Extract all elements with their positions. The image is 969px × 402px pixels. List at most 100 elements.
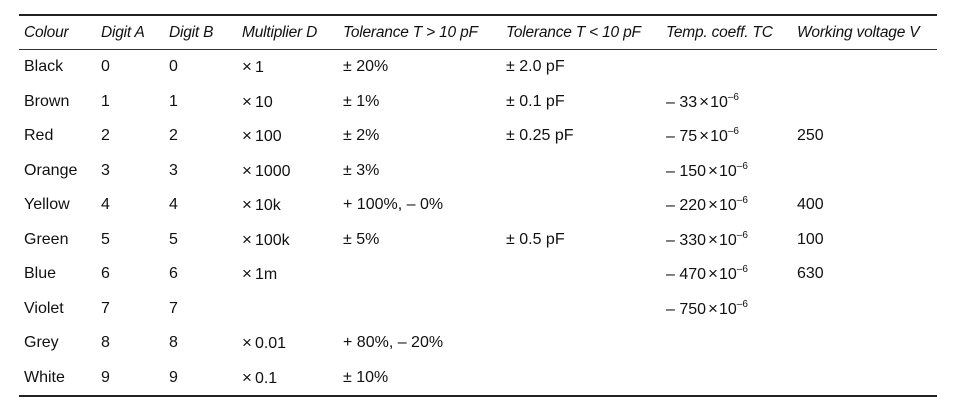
tc-coefficient: – 220 (666, 197, 707, 215)
cell-temp-coefficient (661, 50, 792, 85)
cell-tolerance-above-10pf: + 100%, – 0% (343, 196, 444, 214)
cell-digit-a: 5 (101, 230, 110, 248)
cell-temp-coefficient: – 220 ×10–6 (661, 188, 792, 223)
cell-digit-a: 3 (101, 161, 110, 179)
multiplier-value: 0.01 (254, 335, 287, 353)
cell-digit-b: 1 (169, 92, 178, 110)
times-sign: × (242, 333, 252, 353)
times-sign: × (242, 57, 252, 77)
cell-temp-coefficient: – 750 ×10–6 (661, 292, 792, 327)
cell-tolerance-above-10pf: ± 20% (343, 58, 389, 76)
tc-coefficient: – 75 (666, 128, 698, 146)
times-sign: × (708, 298, 718, 318)
cell-tolerance-above-10pf: ± 1% (343, 92, 380, 110)
table-row: Green 5 5 × 100k ± 5% ± 0.5 pF – 330 ×10–6 100 (19, 223, 937, 258)
cell-multiplier (237, 292, 338, 327)
cell-tolerance-below-10pf: ± 0.1 pF (506, 92, 565, 110)
cell-tolerance-above-10pf: ± 2% (343, 127, 380, 145)
cell-digit-b: 8 (169, 334, 178, 352)
tc-exponent: –6 (736, 195, 748, 207)
cell-digit-a: 0 (101, 58, 110, 76)
capacitor-colour-code-table: Colour Digit A Digit B Multiplier D Tole… (19, 14, 937, 397)
multiplier-value: 0.1 (254, 369, 278, 387)
tc-base: 10 (718, 300, 737, 318)
cell-digit-b: 2 (169, 127, 178, 145)
cell-working-voltage: 100 (797, 230, 824, 248)
header-multiplier: Multiplier D (242, 23, 318, 41)
cell-colour: Black (24, 58, 64, 76)
cell-multiplier: × 0.01 (237, 326, 338, 361)
cell-tolerance-above-10pf (338, 292, 501, 327)
cell-multiplier: × 100k (237, 223, 338, 258)
header-colour: Colour (24, 23, 69, 41)
cell-digit-a: 4 (101, 196, 110, 214)
cell-multiplier: × 100 (237, 119, 338, 154)
header-tolerance-above-10pf: Tolerance T > 10 pF (343, 23, 478, 41)
tc-exponent: –6 (727, 91, 739, 103)
tc-coefficient: – 33 (666, 93, 698, 111)
cell-digit-a: 8 (101, 334, 110, 352)
tc-base: 10 (718, 231, 737, 249)
times-sign: × (242, 229, 252, 249)
cell-digit-a: 1 (101, 92, 110, 110)
header-tolerance-below-10pf: Tolerance T < 10 pF (506, 23, 641, 41)
tc-exponent: –6 (736, 264, 748, 276)
multiplier-value: 100k (254, 231, 290, 249)
cell-colour: Blue (24, 265, 57, 283)
cell-digit-b: 7 (169, 299, 178, 317)
cell-working-voltage (792, 326, 937, 361)
cell-tolerance-below-10pf: ± 0.5 pF (506, 230, 565, 248)
cell-tolerance-below-10pf (501, 292, 661, 327)
cell-temp-coefficient (661, 326, 792, 361)
cell-multiplier: × 0.1 (237, 361, 338, 397)
cell-temp-coefficient: – 470 ×10–6 (661, 257, 792, 292)
tc-base: 10 (710, 128, 728, 146)
cell-digit-b: 9 (169, 368, 178, 386)
header-digit-a: Digit A (101, 23, 145, 41)
times-sign: × (242, 126, 252, 146)
cell-working-voltage (792, 50, 937, 85)
cell-colour: Red (24, 127, 54, 145)
cell-colour: Yellow (24, 196, 70, 214)
cell-digit-b: 6 (169, 265, 178, 283)
cell-working-voltage: 630 (797, 265, 824, 283)
cell-working-voltage: 400 (797, 196, 824, 214)
cell-tolerance-below-10pf (501, 257, 661, 292)
cell-working-voltage (792, 292, 937, 327)
header-working-voltage: Working voltage V (797, 23, 920, 41)
cell-colour: Violet (24, 299, 64, 317)
cell-colour: Green (24, 230, 69, 248)
times-sign: × (242, 91, 252, 111)
cell-multiplier: × 1 (237, 50, 338, 85)
tc-exponent: –6 (736, 298, 748, 310)
cell-colour: Brown (24, 92, 70, 110)
multiplier-value: 10 (254, 93, 273, 111)
cell-temp-coefficient: – 75 ×10–6 (661, 119, 792, 154)
table-row: Red 2 2 × 100 ± 2% ± 0.25 pF – 75 ×10–6 250 (19, 119, 937, 154)
multiplier-value: 1000 (254, 162, 291, 180)
multiplier-value: 1 (254, 59, 264, 77)
cell-working-voltage (792, 154, 937, 189)
cell-multiplier: × 10 (237, 85, 338, 120)
times-sign: × (708, 229, 718, 249)
cell-digit-b: 5 (169, 230, 178, 248)
multiplier-value: 1m (254, 266, 278, 284)
tc-exponent: –6 (736, 160, 748, 172)
tc-exponent: –6 (736, 229, 748, 241)
tc-base: 10 (718, 197, 737, 215)
cell-tolerance-below-10pf (501, 188, 661, 223)
cell-tolerance-below-10pf (501, 154, 661, 189)
cell-digit-a: 7 (101, 299, 110, 317)
header-temp-coefficient: Temp. coeff. TC (666, 23, 773, 41)
times-sign: × (242, 160, 252, 180)
cell-tolerance-above-10pf: ± 5% (343, 230, 380, 248)
cell-temp-coefficient: – 33 ×10–6 (661, 85, 792, 120)
cell-digit-b: 0 (169, 58, 178, 76)
cell-working-voltage: 250 (797, 127, 824, 145)
header-digit-b: Digit B (169, 23, 214, 41)
cell-tolerance-above-10pf: ± 3% (343, 161, 380, 179)
times-sign: × (242, 195, 252, 215)
times-sign: × (708, 195, 718, 215)
cell-working-voltage (792, 361, 937, 397)
table-row: Orange 3 3 × 1000 ± 3% – 150 ×10–6 (19, 154, 937, 189)
